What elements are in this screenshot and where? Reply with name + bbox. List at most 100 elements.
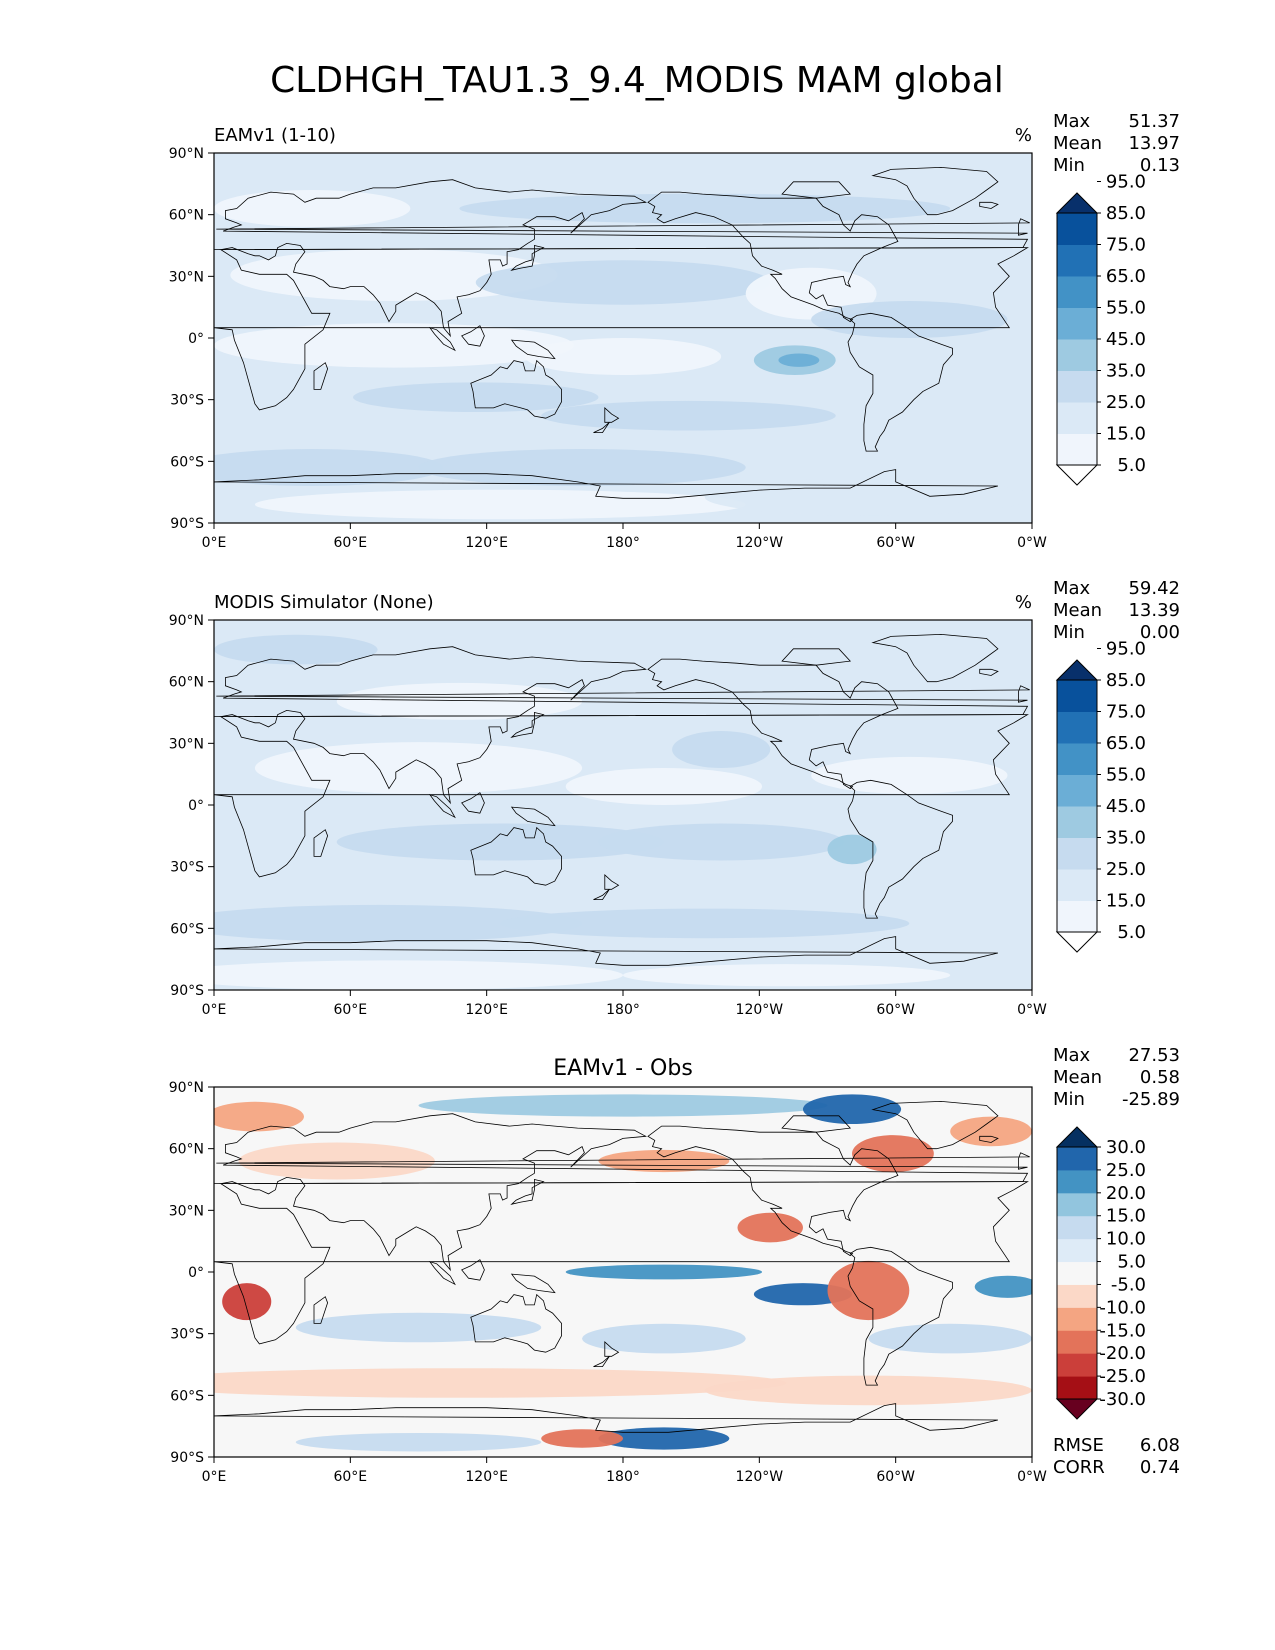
- lat-tick-label: 60°N: [169, 675, 204, 691]
- colorbar-label: 5.0: [1117, 455, 1146, 476]
- coastlines: [214, 633, 1030, 990]
- colorbar-label: 75.0: [1106, 235, 1146, 256]
- colorbar-label: 35.0: [1106, 828, 1146, 849]
- stat-label: Mean: [1053, 600, 1102, 621]
- lon-tick-label: 120°W: [736, 1002, 784, 1018]
- lat-tick-label: 60°S: [170, 921, 204, 937]
- colorbar-segment: [1057, 900, 1097, 933]
- lon-tick-label: 120°E: [465, 535, 508, 551]
- lon-tick-label: 0°E: [202, 535, 227, 551]
- lon-tick-label: 120°W: [736, 1469, 784, 1485]
- colorbar-segment: [1057, 1215, 1097, 1240]
- colorbar-segment: [1057, 711, 1097, 744]
- lon-tick-label: 60°E: [333, 1002, 367, 1018]
- colorbar-label: -30.0: [1099, 1389, 1146, 1410]
- colorbar-segment: [1057, 244, 1097, 277]
- colorbar-segment: [1057, 1147, 1097, 1171]
- colorbar-label: 30.0: [1106, 1137, 1146, 1158]
- colorbar-label: 25.0: [1106, 1160, 1146, 1181]
- lon-tick-label: 60°W: [876, 1002, 915, 1018]
- colorbar-label: 35.0: [1106, 361, 1146, 382]
- colorbar-segment: [1057, 1192, 1097, 1217]
- stat-label: Min: [1053, 155, 1085, 176]
- colorbar-segment: [1057, 1353, 1097, 1377]
- lat-tick-label: 0°: [188, 331, 204, 347]
- colorbar-segment: [1057, 680, 1097, 712]
- stat-value: 59.42: [1128, 578, 1180, 599]
- colorbar-segment: [1057, 276, 1097, 308]
- colorbar-segment: [1057, 1261, 1097, 1285]
- stat-value: 13.39: [1128, 600, 1180, 621]
- colorbar-segment: [1057, 402, 1097, 434]
- stat-label: Max: [1053, 111, 1091, 132]
- stat-label: Max: [1053, 578, 1091, 599]
- colorbar-segment: [1057, 1330, 1097, 1354]
- colorbar-segment: [1057, 213, 1097, 245]
- lat-tick-label: 30°S: [170, 860, 204, 876]
- lat-tick-label: 90°N: [169, 1080, 204, 1096]
- colorbar: 5.0 15.0 25.0 35.0 45.0 55.0 65.0 75.0 85.0 95.0: [1055, 172, 1146, 486]
- stat-value: 0.58: [1140, 1067, 1180, 1088]
- lon-tick-label: 180°: [606, 1002, 640, 1018]
- colorbar-label: 10.0: [1106, 1229, 1146, 1250]
- colorbar-label: 65.0: [1106, 266, 1146, 287]
- lat-tick-label: 30°N: [169, 1203, 204, 1219]
- colorbar-label: 55.0: [1106, 765, 1146, 786]
- lat-tick-label: 60°N: [169, 1142, 204, 1158]
- stat-label: Max: [1053, 1045, 1091, 1066]
- stat-value: -25.89: [1122, 1089, 1180, 1110]
- map-panel-1: 90°N 60°N 30°N 0° 30°S 60°S 90°S 0°E 60°E 120°E 18…: [169, 111, 1180, 551]
- lat-tick-label: 30°S: [170, 1327, 204, 1343]
- colorbar-label: -20.0: [1099, 1343, 1146, 1364]
- lat-tick-label: 60°S: [170, 454, 204, 470]
- panel-title: MODIS Simulator (None): [214, 592, 434, 613]
- stat-label: RMSE: [1053, 1435, 1104, 1456]
- colorbar-segment: [1057, 307, 1097, 340]
- lat-tick-label: 90°S: [170, 1450, 204, 1466]
- colorbar-segment: [1057, 1307, 1097, 1331]
- colorbar-segment: [1057, 370, 1097, 403]
- lon-tick-label: 0°W: [1017, 535, 1047, 551]
- colorbar-segment: [1057, 774, 1097, 807]
- panel-title: EAMv1 - Obs: [553, 1056, 693, 1081]
- colorbar-label: 15.0: [1106, 891, 1146, 912]
- stat-label: Min: [1053, 1089, 1085, 1110]
- colorbar-label: 95.0: [1106, 172, 1146, 193]
- colorbar-label: 25.0: [1106, 859, 1146, 880]
- colorbar-label: 85.0: [1106, 670, 1146, 691]
- colorbar-segment: [1057, 869, 1097, 901]
- colorbar-segment: [1057, 1238, 1097, 1263]
- colorbar-label: 25.0: [1106, 392, 1146, 413]
- figure-title: CLDHGH_TAU1.3_9.4_MODIS MAM global: [270, 60, 1004, 101]
- colorbar-segment: [1057, 743, 1097, 775]
- colorbar-segment: [1057, 1284, 1097, 1308]
- lat-tick-label: 90°S: [170, 516, 204, 532]
- lat-tick-label: 30°N: [169, 269, 204, 285]
- lon-tick-label: 0°W: [1017, 1002, 1047, 1018]
- lat-tick-label: 90°N: [169, 146, 204, 162]
- lat-tick-label: 90°N: [169, 613, 204, 629]
- colorbar-segment: [1057, 1376, 1097, 1400]
- stat-value: 0.13: [1140, 155, 1180, 176]
- lon-tick-label: 60°E: [333, 1469, 367, 1485]
- colorbar-segment: [1057, 837, 1097, 870]
- colorbar-label: 65.0: [1106, 733, 1146, 754]
- colorbar-label: 15.0: [1106, 424, 1146, 445]
- colorbar-label: 55.0: [1106, 298, 1146, 319]
- colorbar-label: 45.0: [1106, 796, 1146, 817]
- stat-value: 6.08: [1140, 1435, 1180, 1456]
- lat-tick-label: 30°S: [170, 393, 204, 409]
- lon-tick-label: 0°W: [1017, 1469, 1047, 1485]
- colorbar-label: -25.0: [1099, 1366, 1146, 1387]
- stat-value: 27.53: [1128, 1045, 1180, 1066]
- colorbar-label: 15.0: [1106, 1206, 1146, 1227]
- colorbar-label: -10.0: [1099, 1297, 1146, 1318]
- lon-tick-label: 180°: [606, 1469, 640, 1485]
- colorbar-label: 5.0: [1117, 1252, 1146, 1273]
- colorbar-label: 75.0: [1106, 702, 1146, 723]
- colorbar-segment: [1057, 339, 1097, 371]
- colorbar-label: 95.0: [1106, 639, 1146, 660]
- panel-title: EAMv1 (1-10): [214, 125, 336, 146]
- lon-tick-label: 120°E: [465, 1002, 508, 1018]
